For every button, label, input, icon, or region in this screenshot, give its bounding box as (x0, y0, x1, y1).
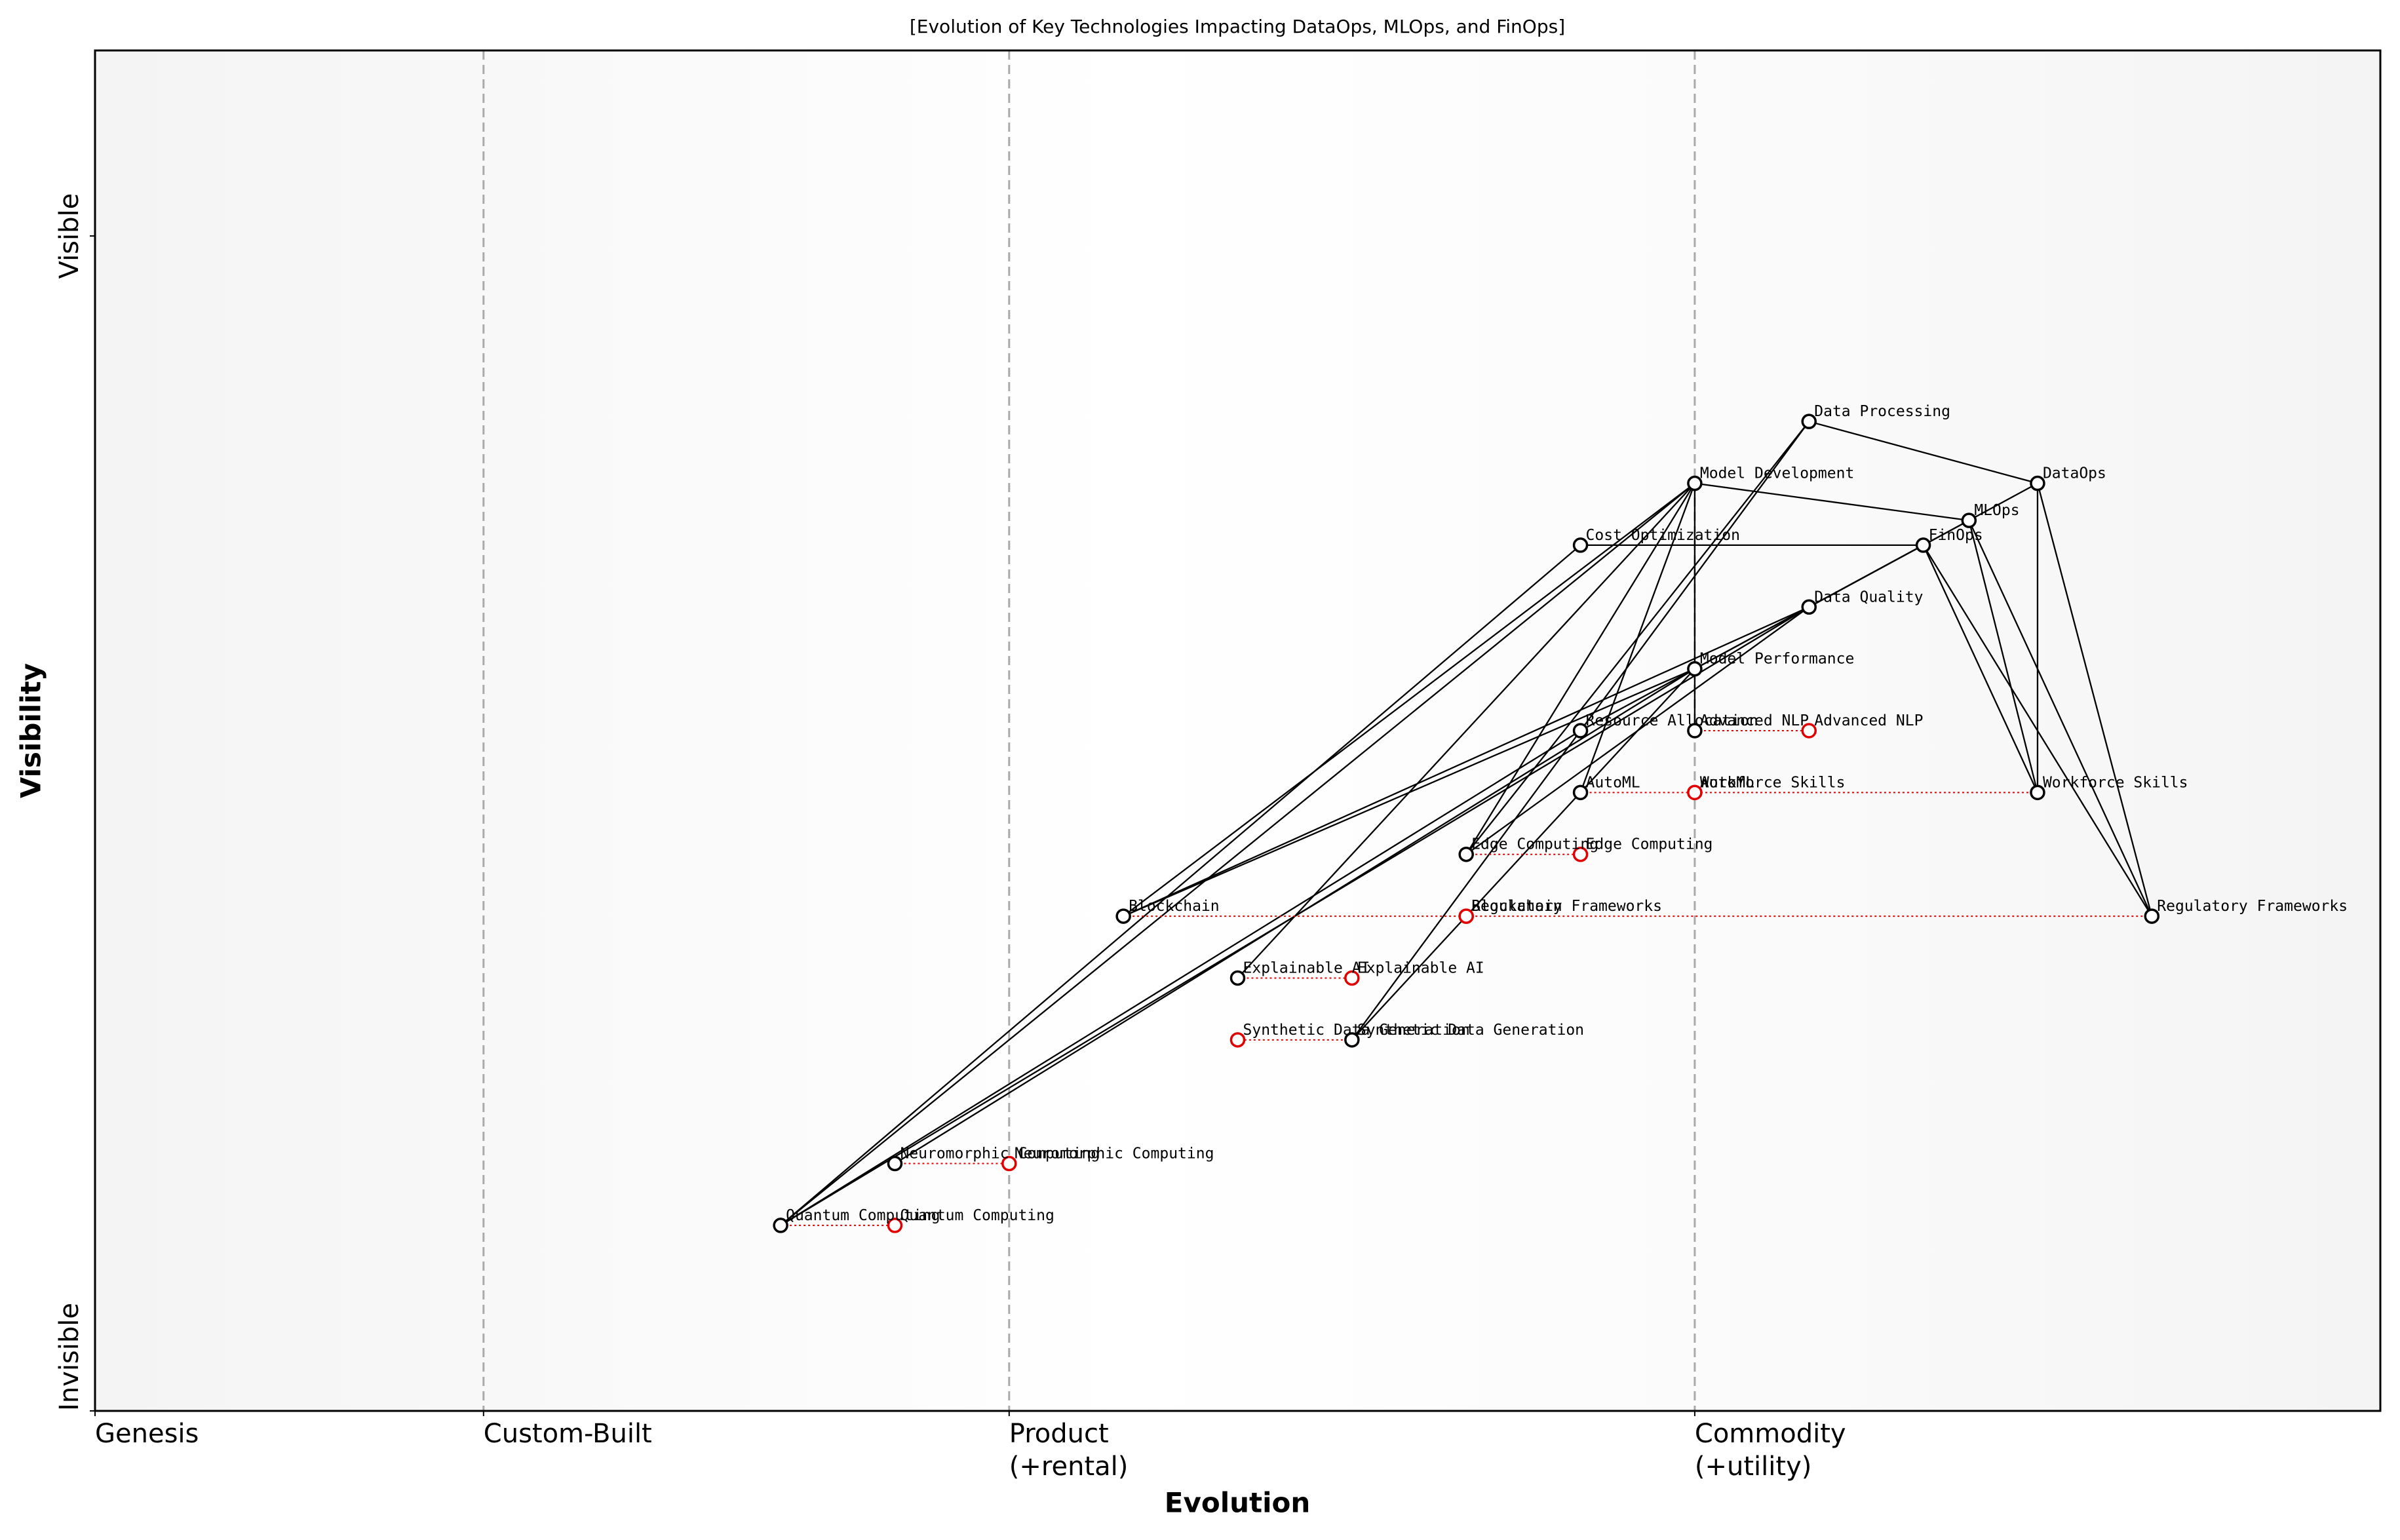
link (1580, 544, 1924, 732)
x-axis-title: Evolution (1165, 1487, 1310, 1519)
component (1229, 970, 1246, 986)
evolution-lines (781, 730, 2152, 1226)
component (1961, 512, 1977, 528)
x-tick-label: Commodity (+utility) (1694, 1419, 1846, 1482)
link (2036, 483, 2153, 917)
component-label: Data Quality (1814, 588, 1923, 606)
component (1344, 1032, 1360, 1048)
component (1915, 537, 1931, 553)
component-label: Advanced NLP (1700, 712, 1809, 729)
component-label: Regulatory Frameworks (2157, 898, 2348, 915)
link (1123, 668, 1695, 917)
link (1694, 482, 1969, 522)
component (1801, 599, 1817, 615)
component (1572, 723, 1589, 739)
evolved-component-label: Advanced NLP (1814, 712, 1923, 729)
component (2144, 908, 2160, 924)
link (1123, 606, 1810, 917)
link (1123, 482, 1695, 917)
component-label: FinOps (1929, 527, 1983, 544)
evolved-component (1344, 970, 1360, 986)
evolved-component-label: Neuromorphic Computing (1015, 1145, 1214, 1163)
component-label: AutoML (1586, 774, 1640, 791)
component (1687, 661, 1703, 677)
plot-background (95, 50, 2380, 1411)
component-label: Neuromorphic Computing (900, 1145, 1100, 1163)
link (780, 545, 1581, 1226)
evolved-component-label: Regulatory Frameworks (1471, 898, 1662, 915)
y-tick-label: Invisible (54, 1303, 85, 1411)
evolved-component (1001, 1155, 1017, 1172)
link (1968, 520, 2039, 793)
evolved-component (1801, 723, 1817, 739)
component (2030, 475, 2045, 491)
component-label: DataOps (2043, 465, 2106, 482)
evolved-component (1687, 784, 1703, 801)
component-label: Synthetic Data Generation (1357, 1022, 1584, 1039)
link (1922, 545, 2038, 793)
evolved-component (887, 1218, 903, 1233)
component (1115, 908, 1131, 924)
evolved-component-label: Explainable AI (1357, 959, 1484, 976)
link (1808, 421, 2038, 484)
component-label: Explainable AI (1243, 959, 1370, 976)
evolved-component-label: Edge Computing (1586, 836, 1713, 853)
component (2030, 784, 2045, 801)
link (1465, 482, 1695, 855)
y-tick-label: Visible (54, 193, 85, 279)
component (1801, 414, 1817, 429)
component-label: MLOps (1974, 502, 2019, 519)
component-label: Model Performance (1700, 651, 1854, 668)
component (1572, 784, 1589, 801)
component-label: Workforce Skills (2043, 774, 2188, 791)
component-label: Quantum Computing (786, 1207, 940, 1224)
evolved-component-label: Quantum Computing (900, 1207, 1054, 1224)
plot-frame (94, 49, 2382, 1412)
evolved-component-label: AutoML (1700, 774, 1754, 791)
component (887, 1155, 903, 1172)
link (1579, 483, 1695, 793)
evolved-component (1229, 1032, 1246, 1048)
component (1687, 475, 1703, 491)
chart-title: [Evolution of Key Technologies Impacting… (910, 16, 1565, 37)
x-tick-label: Genesis (95, 1419, 199, 1449)
evolved-component-label: Workforce Skills (1700, 774, 1846, 791)
component (1572, 537, 1589, 553)
link (1968, 520, 2153, 917)
component (773, 1218, 788, 1233)
component-label: Model Development (1700, 465, 1854, 482)
component (1687, 723, 1703, 739)
component-label: Edge Computing (1471, 836, 1598, 853)
evolved-component (1458, 908, 1474, 924)
component-label: Blockchain (1129, 898, 1219, 915)
link (780, 730, 1581, 1226)
component-label: Cost Optimization (1586, 527, 1740, 544)
component-label: Resource Allocation (1586, 712, 1758, 729)
link (780, 482, 1695, 1226)
link (1922, 545, 2153, 917)
y-axis-title: Visibility (15, 663, 47, 798)
evolved-component-label: Blockchain (1471, 898, 1562, 915)
link (1351, 668, 1695, 1041)
component-label: Data Processing (1814, 403, 1950, 420)
component (1458, 846, 1474, 862)
evolved-component (1572, 846, 1589, 862)
x-tick-label: Product (+rental) (1009, 1419, 1129, 1482)
x-tick-label: Custom-Built (483, 1419, 652, 1449)
